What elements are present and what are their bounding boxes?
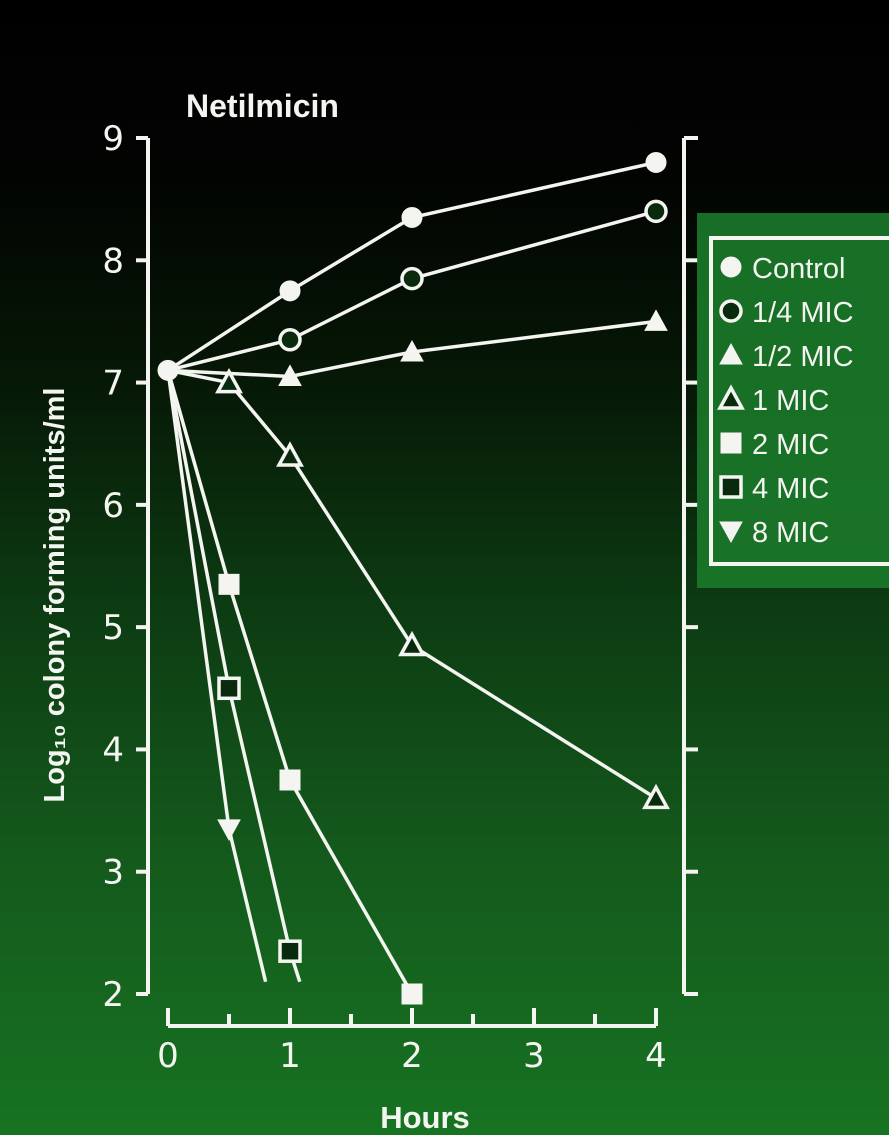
legend-marker-4-mic [719, 475, 743, 499]
y-tick-label: 5 [102, 608, 124, 648]
data-point-control [401, 206, 423, 228]
legend-label-1-2-mic: 1/2 MIC [752, 341, 854, 373]
data-point-control [645, 151, 667, 173]
data-point-1-mic [215, 367, 243, 394]
y-tick-label: 8 [102, 241, 124, 281]
x-axis-ticks: 0 1 2 3 4 [157, 1008, 667, 1076]
data-point-control [279, 280, 301, 302]
legend-marker-1-mic [717, 384, 745, 410]
x-tick-label: 0 [157, 1036, 179, 1076]
data-point-2-mic [218, 573, 240, 595]
legend-marker-1-2-mic [719, 342, 743, 365]
y-tick-label: 2 [102, 975, 124, 1015]
y-axis-label: Log₁₀ colony forming units/ml [39, 388, 71, 803]
data-point-2-mic [279, 769, 301, 791]
data-point-1-mic [276, 441, 304, 467]
x-tick-label: 3 [523, 1036, 545, 1076]
legend-marker-1-4-mic [719, 299, 743, 323]
y-tick-label: 3 [102, 853, 124, 893]
data-point-1-4-mic [400, 266, 424, 291]
legend-marker-8-mic [719, 521, 743, 544]
y-tick-label: 9 [102, 119, 124, 159]
series-line-2-mic [166, 369, 414, 995]
legend-items: Control 1/4 MIC 1/2 MIC 1 MIC 2 MIC 4 MIC 8 MI… [717, 253, 854, 549]
series-line-1-4-mic [167, 209, 657, 373]
y-tick-label: 7 [102, 364, 124, 404]
y-tick-label: 6 [102, 486, 124, 526]
data-point-1-4-mic [278, 328, 302, 352]
legend-label-2-mic: 2 MIC [752, 429, 829, 461]
chart-title: Netilmicin [186, 88, 339, 124]
data-point-1-mic [642, 783, 670, 810]
legend-box [709, 236, 889, 566]
data-point-1-mic [398, 630, 426, 657]
x-tick-label: 2 [401, 1036, 423, 1076]
legend-label-1-4-mic: 1/4 MIC [752, 297, 854, 329]
x-tick-label: 1 [279, 1036, 301, 1076]
series-line-8-mic [166, 370, 268, 983]
series-layer [157, 151, 670, 1005]
y-tick-label: 4 [102, 730, 124, 770]
data-point-8-mic [217, 819, 241, 841]
data-point-2-mic [401, 983, 423, 1005]
data-point-1-2-mic [400, 339, 424, 362]
series-line-control [167, 160, 657, 372]
x-tick-label: 4 [645, 1036, 667, 1076]
legend-label-8-mic: 8 MIC [752, 517, 829, 549]
data-point-1-4-mic [644, 199, 668, 224]
data-point-1-2-mic [644, 309, 668, 331]
legend-marker-2-mic [720, 432, 742, 454]
legend-label-1-mic: 1 MIC [752, 385, 829, 417]
series-line-4-mic [166, 370, 302, 983]
legend-marker-control [720, 256, 742, 278]
x-axis-label: Hours [380, 1100, 470, 1135]
legend-label-control: Control [752, 253, 846, 285]
data-point-1-2-mic [278, 364, 302, 386]
data-point-control [157, 359, 179, 381]
legend-label-4-mic: 4 MIC [752, 473, 829, 505]
data-point-4-mic [217, 676, 241, 701]
legend: Control 1/4 MIC 1/2 MIC 1 MIC 2 MIC 4 MIC 8 MI… [697, 213, 889, 588]
y-axis-ticks: 2 3 4 5 6 7 8 9 [102, 119, 698, 1015]
data-point-4-mic [278, 939, 302, 963]
